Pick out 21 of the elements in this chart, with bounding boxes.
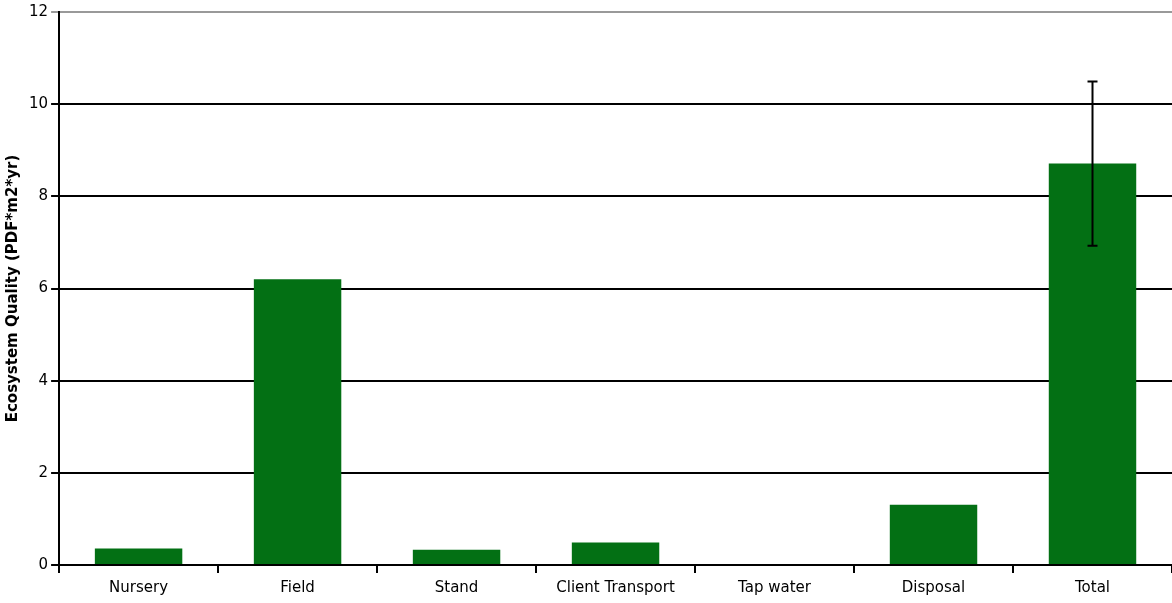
bar bbox=[94, 548, 183, 564]
y-tick-label: 10 bbox=[28, 94, 49, 113]
y-tick-label: 0 bbox=[38, 554, 49, 573]
x-tick-label: Field bbox=[280, 577, 315, 596]
x-tick-label: Nursery bbox=[109, 577, 169, 596]
bar bbox=[889, 504, 978, 564]
bar bbox=[1048, 163, 1137, 564]
bar bbox=[571, 542, 660, 564]
y-axis-title: Ecosystem Quality (PDF*m2*yr) bbox=[2, 154, 21, 423]
y-tick-label: 12 bbox=[28, 1, 49, 20]
bar bbox=[253, 279, 342, 564]
y-tick-label: 4 bbox=[38, 370, 49, 389]
x-tick-label: Client Transport bbox=[556, 577, 675, 596]
x-tick-label: Total bbox=[1073, 577, 1111, 596]
y-tick-label: 8 bbox=[38, 186, 49, 205]
x-tick-label: Disposal bbox=[901, 577, 966, 596]
x-tick-label: Stand bbox=[434, 577, 479, 596]
x-tick-label: Tap water bbox=[737, 577, 812, 596]
y-tick-label: 2 bbox=[38, 462, 49, 481]
bar bbox=[412, 549, 501, 564]
y-tick-label: 6 bbox=[38, 278, 49, 297]
